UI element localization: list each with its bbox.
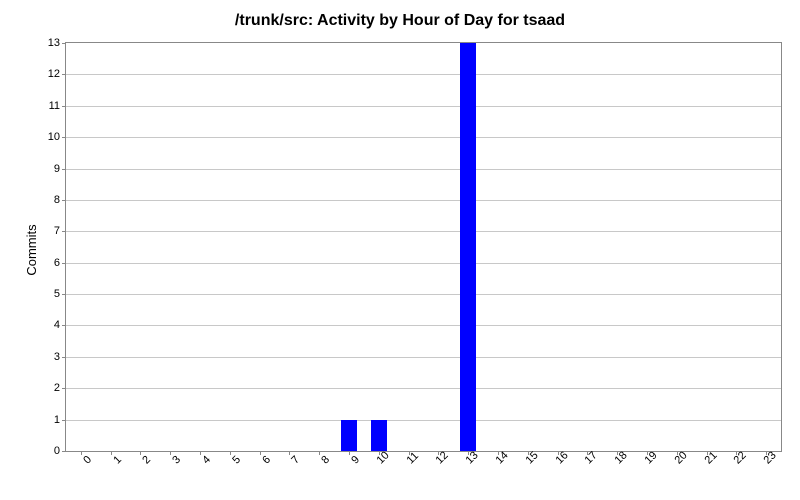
y-tick-label: 10 bbox=[48, 131, 66, 143]
gridline bbox=[66, 200, 781, 201]
plot-area: 0123456789101112130123456789101112131415… bbox=[65, 42, 782, 452]
y-tick-label: 9 bbox=[54, 163, 66, 175]
gridline bbox=[66, 231, 781, 232]
bar bbox=[460, 43, 476, 451]
x-tick-label: 13 bbox=[457, 442, 481, 466]
y-tick-label: 8 bbox=[54, 194, 66, 206]
gridline bbox=[66, 420, 781, 421]
x-tick-label: 12 bbox=[427, 442, 451, 466]
chart-title: /trunk/src: Activity by Hour of Day for … bbox=[0, 0, 800, 30]
x-tick-label: 21 bbox=[695, 442, 719, 466]
gridline bbox=[66, 263, 781, 264]
x-tick-label: 6 bbox=[253, 447, 273, 467]
gridline bbox=[66, 106, 781, 107]
x-tick-label: 20 bbox=[665, 442, 689, 466]
y-tick-label: 1 bbox=[54, 414, 66, 426]
gridline bbox=[66, 137, 781, 138]
y-tick-label: 2 bbox=[54, 382, 66, 394]
y-tick-label: 4 bbox=[54, 319, 66, 331]
y-tick-label: 0 bbox=[54, 445, 66, 457]
x-tick-label: 5 bbox=[223, 447, 243, 467]
activity-chart: /trunk/src: Activity by Hour of Day for … bbox=[0, 0, 800, 500]
x-tick-label: 4 bbox=[193, 447, 213, 467]
x-tick-label: 23 bbox=[755, 442, 779, 466]
x-tick-label: 14 bbox=[486, 442, 510, 466]
x-tick-label: 0 bbox=[74, 447, 94, 467]
y-tick-label: 13 bbox=[48, 37, 66, 49]
x-tick-label: 19 bbox=[635, 442, 659, 466]
x-tick-label: 16 bbox=[546, 442, 570, 466]
y-tick-label: 5 bbox=[54, 288, 66, 300]
x-tick-label: 1 bbox=[104, 447, 124, 467]
x-tick-label: 11 bbox=[397, 443, 421, 467]
gridline bbox=[66, 294, 781, 295]
gridline bbox=[66, 325, 781, 326]
gridline bbox=[66, 169, 781, 170]
y-axis-label: Commits bbox=[24, 224, 39, 275]
x-tick-label: 8 bbox=[312, 447, 332, 467]
x-tick-label: 3 bbox=[163, 447, 183, 467]
gridline bbox=[66, 388, 781, 389]
x-tick-label: 18 bbox=[606, 442, 630, 466]
x-tick-label: 15 bbox=[516, 442, 540, 466]
y-tick-label: 3 bbox=[54, 351, 66, 363]
gridline bbox=[66, 74, 781, 75]
gridline bbox=[66, 357, 781, 358]
y-tick-label: 7 bbox=[54, 225, 66, 237]
x-tick-label: 22 bbox=[725, 442, 749, 466]
y-tick-label: 6 bbox=[54, 257, 66, 269]
x-tick-label: 7 bbox=[283, 447, 303, 467]
bar bbox=[341, 420, 357, 451]
x-tick-label: 17 bbox=[576, 442, 600, 466]
x-tick-label: 2 bbox=[134, 447, 154, 467]
y-tick-label: 11 bbox=[49, 100, 66, 112]
y-tick-label: 12 bbox=[48, 68, 66, 80]
x-tick-label: 10 bbox=[367, 442, 391, 466]
